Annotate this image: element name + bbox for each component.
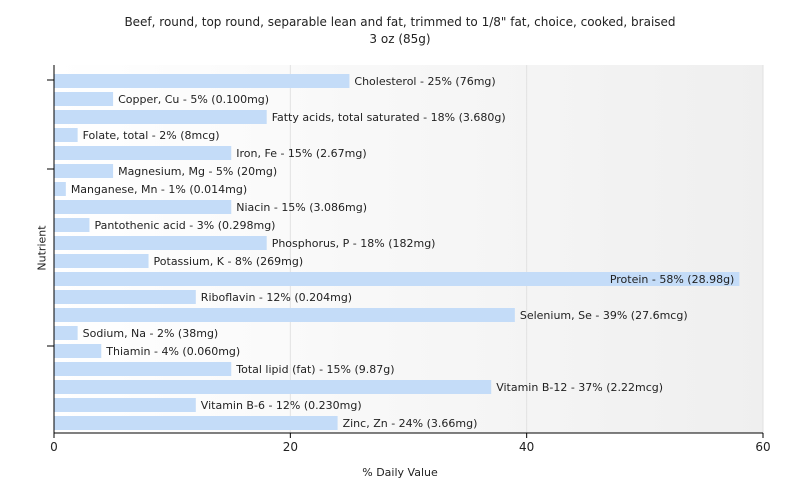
bar-label: Selenium, Se - 39% (27.6mcg) bbox=[520, 309, 688, 322]
bar bbox=[54, 146, 232, 160]
chart-title: Beef, round, top round, separable lean a… bbox=[124, 15, 676, 29]
bar bbox=[54, 218, 90, 232]
bar-label: Protein - 58% (28.98g) bbox=[610, 273, 735, 286]
bar-label: Copper, Cu - 5% (0.100mg) bbox=[118, 93, 269, 106]
bar bbox=[54, 74, 350, 88]
bar bbox=[54, 380, 492, 394]
bar bbox=[54, 398, 196, 412]
bar-label: Vitamin B-12 - 37% (2.22mcg) bbox=[496, 381, 663, 394]
bar-label: Total lipid (fat) - 15% (9.87g) bbox=[235, 363, 394, 376]
bar bbox=[54, 416, 338, 430]
bar bbox=[54, 200, 232, 214]
bar bbox=[54, 272, 740, 286]
x-tick-label: 0 bbox=[50, 440, 58, 454]
bar-label: Iron, Fe - 15% (2.67mg) bbox=[236, 147, 366, 160]
bar-label: Sodium, Na - 2% (38mg) bbox=[83, 327, 219, 340]
bar-label: Thiamin - 4% (0.060mg) bbox=[105, 345, 240, 358]
bar-label: Manganese, Mn - 1% (0.014mg) bbox=[71, 183, 247, 196]
bar-label: Zinc, Zn - 24% (3.66mg) bbox=[343, 417, 478, 430]
x-axis-title: % Daily Value bbox=[362, 466, 438, 479]
bar-label: Potassium, K - 8% (269mg) bbox=[154, 255, 304, 268]
bar bbox=[54, 290, 196, 304]
bar bbox=[54, 326, 78, 340]
bar-label: Phosphorus, P - 18% (182mg) bbox=[272, 237, 436, 250]
y-axis-title: Nutrient bbox=[35, 225, 49, 271]
bar-label: Magnesium, Mg - 5% (20mg) bbox=[118, 165, 277, 178]
bar bbox=[54, 344, 102, 358]
bar-label: Riboflavin - 12% (0.204mg) bbox=[201, 291, 352, 304]
x-tick-label: 20 bbox=[283, 440, 298, 454]
bar bbox=[54, 92, 114, 106]
bar bbox=[54, 236, 267, 250]
bar bbox=[54, 110, 267, 124]
bar bbox=[54, 128, 78, 142]
bar-label: Pantothenic acid - 3% (0.298mg) bbox=[94, 219, 275, 232]
bar bbox=[54, 308, 515, 322]
bar bbox=[54, 254, 149, 268]
bar-label: Niacin - 15% (3.086mg) bbox=[236, 201, 367, 214]
x-tick-label: 60 bbox=[755, 440, 770, 454]
bar bbox=[54, 362, 232, 376]
chart-subtitle: 3 oz (85g) bbox=[369, 32, 431, 46]
x-tick-label: 40 bbox=[519, 440, 534, 454]
bar bbox=[54, 164, 114, 178]
bar-label: Folate, total - 2% (8mcg) bbox=[83, 129, 220, 142]
bar-label: Vitamin B-6 - 12% (0.230mg) bbox=[201, 399, 362, 412]
bar bbox=[54, 182, 66, 196]
bar-label: Cholesterol - 25% (76mg) bbox=[354, 75, 495, 88]
bar-label: Fatty acids, total saturated - 18% (3.68… bbox=[272, 111, 506, 124]
